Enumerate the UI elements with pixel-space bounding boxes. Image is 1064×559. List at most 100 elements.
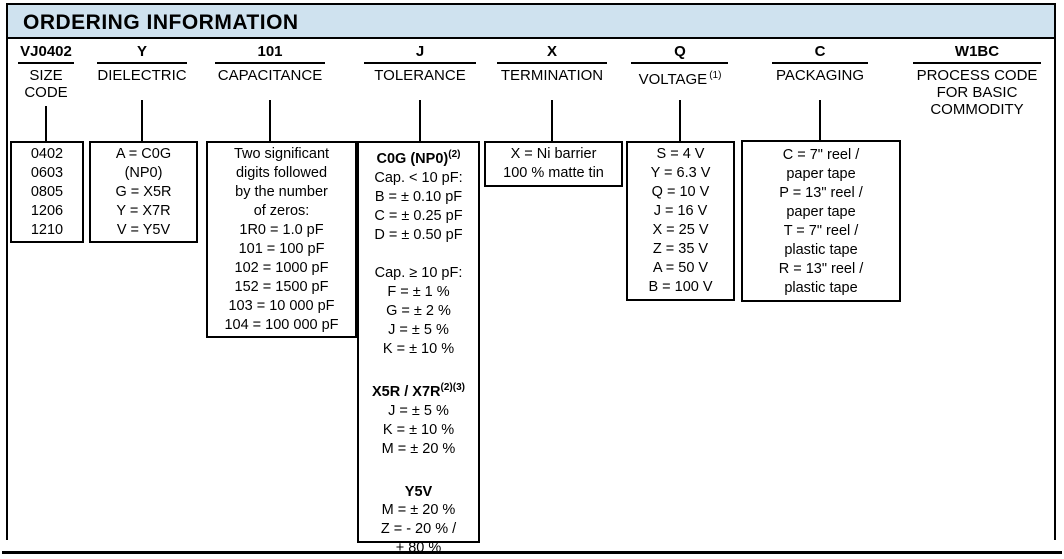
- box-line: A = 50 V: [652, 260, 709, 276]
- heading-text: Y5V: [404, 483, 433, 500]
- tolerance-section-c0g: C0G (NP0)(2) Cap. < 10 pF: B = ± 0.10 pF…: [359, 145, 478, 245]
- box-line: Y = X7R: [116, 203, 171, 219]
- page-title: ORDERING INFORMATION: [23, 11, 299, 34]
- dielectric-box: A = C0G (NP0) G = X5R Y = X7R V = Y5V: [89, 141, 198, 243]
- part-code-capacitance: 101: [257, 43, 283, 60]
- connector-line: [419, 100, 421, 141]
- tolerance-section-heading: C0G (NP0)(2): [359, 145, 478, 169]
- tolerance-section-y5v: Y5V M = ± 20 % Z = - 20 % / + 80 %: [359, 478, 478, 559]
- box-line: B = ± 0.10 pF: [374, 188, 463, 205]
- box-line: 1R0 = 1.0 pF: [239, 222, 324, 238]
- part-code-process: W1BC: [954, 43, 1000, 60]
- box-line: P = 13" reel /: [779, 185, 863, 201]
- box-line: 0805: [30, 184, 64, 200]
- box-line: 102 = 1000 pF: [234, 260, 329, 276]
- code-underline: [913, 62, 1041, 64]
- column-label-size-code: SIZE CODE: [24, 67, 68, 101]
- code-underline: [772, 62, 868, 64]
- box-line: Cap. ≥ 10 pF:: [374, 264, 463, 281]
- box-line: (NP0): [124, 165, 163, 181]
- label-footnote: (1): [709, 70, 722, 81]
- heading-footnote: (2): [448, 149, 461, 160]
- box-line: J = 16 V: [653, 203, 708, 219]
- box-line: J = ± 5 %: [388, 321, 449, 338]
- box-line: C = ± 0.25 pF: [374, 207, 463, 224]
- code-underline: [215, 62, 325, 64]
- part-code-size: VJ0402: [20, 43, 72, 60]
- box-line: T = 7" reel /: [783, 223, 859, 239]
- ordering-header: ORDERING INFORMATION: [8, 5, 1054, 39]
- connector-line: [45, 106, 47, 141]
- code-underline: [364, 62, 476, 64]
- column-label-capacitance: CAPACITANCE: [217, 67, 323, 84]
- part-code-dielectric: Y: [136, 43, 147, 60]
- box-line: plastic tape: [784, 242, 858, 258]
- size-code-box: 0402 0603 0805 1206 1210: [10, 141, 84, 243]
- box-line: plastic tape: [784, 280, 858, 296]
- box-line: Cap. < 10 pF:: [374, 169, 463, 186]
- box-line: C = 7" reel /: [782, 147, 860, 163]
- box-line: 101 = 100 pF: [238, 241, 325, 257]
- heading-footnote: (2)(3): [440, 381, 465, 393]
- capacitance-box: Two significant digits followed by the n…: [206, 141, 357, 338]
- column-label-termination: TERMINATION: [500, 67, 604, 84]
- box-line: + 80 %: [395, 540, 442, 557]
- tolerance-section-heading: Y5V: [359, 478, 478, 502]
- column-label-tolerance: TOLERANCE: [374, 67, 466, 84]
- part-code-tolerance: J: [415, 43, 425, 60]
- box-line: by the number: [235, 184, 328, 200]
- heading-text: C0G (NP0): [376, 150, 449, 167]
- box-line: V = Y5V: [116, 222, 171, 238]
- tolerance-box: C0G (NP0)(2) Cap. < 10 pF: B = ± 0.10 pF…: [357, 141, 480, 556]
- part-code-termination: X: [546, 43, 557, 60]
- box-line: paper tape: [786, 166, 856, 182]
- tolerance-section-c0g-ge10pf: Cap. ≥ 10 pF: F = ± 1 % G = ± 2 % J = ± …: [359, 264, 478, 359]
- box-line: 103 = 10 000 pF: [228, 298, 335, 314]
- box-line: 1210: [30, 222, 64, 238]
- box-line: Two significant: [233, 146, 330, 162]
- box-line: A = C0G: [115, 146, 172, 162]
- diagram-outer-frame: [6, 3, 1056, 540]
- box-line: M = ± 20 %: [381, 440, 456, 457]
- box-line: D = ± 0.50 pF: [374, 226, 463, 243]
- box-line: Z = 35 V: [652, 241, 709, 257]
- box-line: 0402: [30, 146, 64, 162]
- connector-line: [551, 100, 553, 141]
- label-text: VOLTAGE: [638, 71, 708, 88]
- box-line: J = ± 5 %: [388, 402, 449, 419]
- column-label-voltage: VOLTAGE (1): [610, 67, 750, 88]
- box-line: 1206: [30, 203, 64, 219]
- code-underline: [97, 62, 187, 64]
- box-line: Q = 10 V: [651, 184, 710, 200]
- box-line: K = ± 10 %: [382, 421, 455, 438]
- connector-line: [141, 100, 143, 141]
- part-code-voltage: Q: [674, 43, 686, 60]
- column-label-dielectric: DIELECTRIC: [97, 67, 187, 84]
- box-line: G = ± 2 %: [386, 302, 451, 319]
- connector-line: [269, 100, 271, 141]
- connector-line: [819, 100, 821, 140]
- tolerance-section-x5r-x7r: X5R / X7R(2)(3) J = ± 5 % K = ± 10 % M =…: [359, 378, 478, 459]
- box-line: 152 = 1500 pF: [234, 279, 329, 295]
- code-underline: [497, 62, 607, 64]
- box-line: R = 13" reel /: [778, 261, 864, 277]
- box-line: 0603: [30, 165, 64, 181]
- box-line: Y = 6.3 V: [650, 165, 711, 181]
- box-line: S = 4 V: [656, 146, 705, 162]
- box-line: B = 100 V: [648, 279, 713, 295]
- box-line: M = ± 20 %: [381, 502, 456, 519]
- heading-text: X5R / X7R: [372, 383, 441, 400]
- box-line: Z = - 20 % /: [380, 521, 457, 538]
- part-code-packaging: C: [814, 43, 826, 60]
- box-line: digits followed: [235, 165, 328, 181]
- box-line: 100 % matte tin: [503, 165, 604, 181]
- column-label-packaging: PACKAGING: [775, 67, 865, 84]
- code-underline: [18, 62, 74, 64]
- box-line: of zeros:: [253, 203, 310, 219]
- box-line: X = Ni barrier: [510, 146, 597, 162]
- box-line: K = ± 10 %: [382, 340, 455, 357]
- box-line: G = X5R: [115, 184, 172, 200]
- box-line: paper tape: [786, 204, 856, 220]
- box-line: 104 = 100 000 pF: [224, 317, 339, 333]
